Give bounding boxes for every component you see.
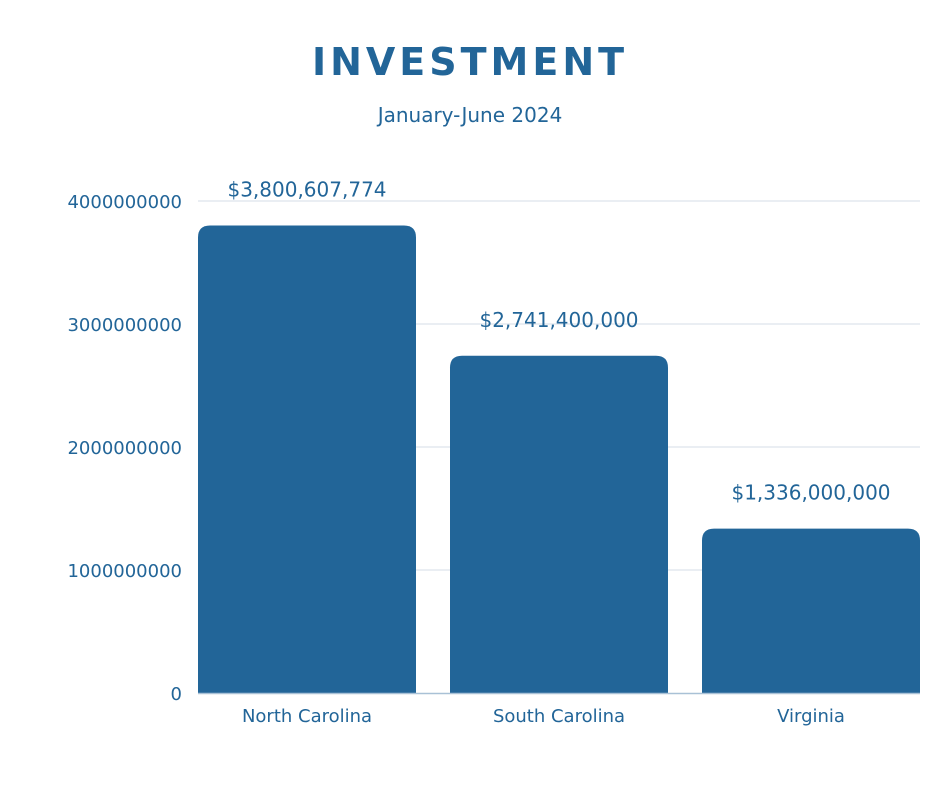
chart-title: INVESTMENT xyxy=(311,40,629,84)
data-label: $3,800,607,774 xyxy=(227,178,386,202)
y-tick-label: 2000000000 xyxy=(67,438,182,459)
y-tick-label: 1000000000 xyxy=(67,561,182,582)
chart-subtitle: January-June 2024 xyxy=(377,103,563,127)
x-tick-label: South Carolina xyxy=(493,706,625,727)
y-tick-label: 4000000000 xyxy=(67,192,182,213)
y-tick-label: 3000000000 xyxy=(67,315,182,336)
bar-north-carolina xyxy=(198,225,416,693)
data-label: $2,741,400,000 xyxy=(479,308,638,332)
x-tick-label: North Carolina xyxy=(242,706,372,727)
data-label: $1,336,000,000 xyxy=(731,481,890,505)
x-tick-label: Virginia xyxy=(777,706,845,727)
bar-south-carolina xyxy=(450,355,668,693)
y-tick-label: 0 xyxy=(171,684,182,705)
bar-virginia xyxy=(702,528,920,693)
